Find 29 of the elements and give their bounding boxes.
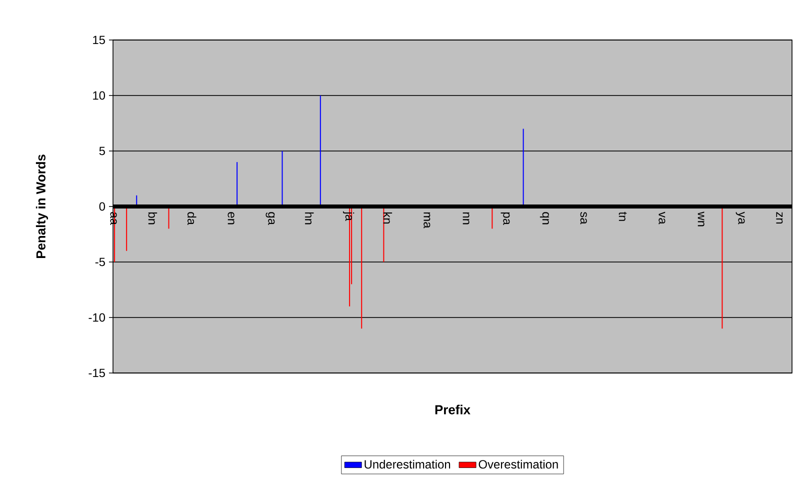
x-tick-label: tn [618,212,627,221]
x-tick-label: ma [424,212,430,228]
y-tick-label: 10 [93,91,106,100]
y-tick-label: 5 [99,146,105,156]
y-tick-label: -5 [95,258,105,266]
y-tick-label: 15 [93,36,105,44]
y-axis-title: Penalty in Words [36,154,48,258]
x-tick-label: en [228,212,234,224]
x-tick-label: hn [305,212,314,224]
y-tick-label: 0 [99,202,106,211]
x-tick-label: aa [110,212,117,225]
y-tick-label: -10 [88,313,106,322]
legend-label: Underestimation [364,460,450,469]
x-tick-label: ya [736,212,745,224]
x-tick-label: nn [462,212,470,224]
x-axis-title: Prefix [435,404,470,414]
x-tick-label: zn [776,212,783,224]
y-tick-label: -15 [88,368,105,378]
x-tick-label: bn [148,212,158,224]
x-tick-label: qn [540,212,549,224]
x-tick-label: pa [500,212,510,225]
x-tick-label: ja [342,211,354,221]
legend-label: Overestimation [478,460,558,469]
x-tick-label: ga [266,212,275,225]
x-tick-label: da [187,212,196,225]
x-tick-label: va [658,212,666,224]
x-tick-label: sa [580,212,587,224]
x-tick-label: kn [383,212,392,224]
x-tick-label: wn [698,212,704,226]
